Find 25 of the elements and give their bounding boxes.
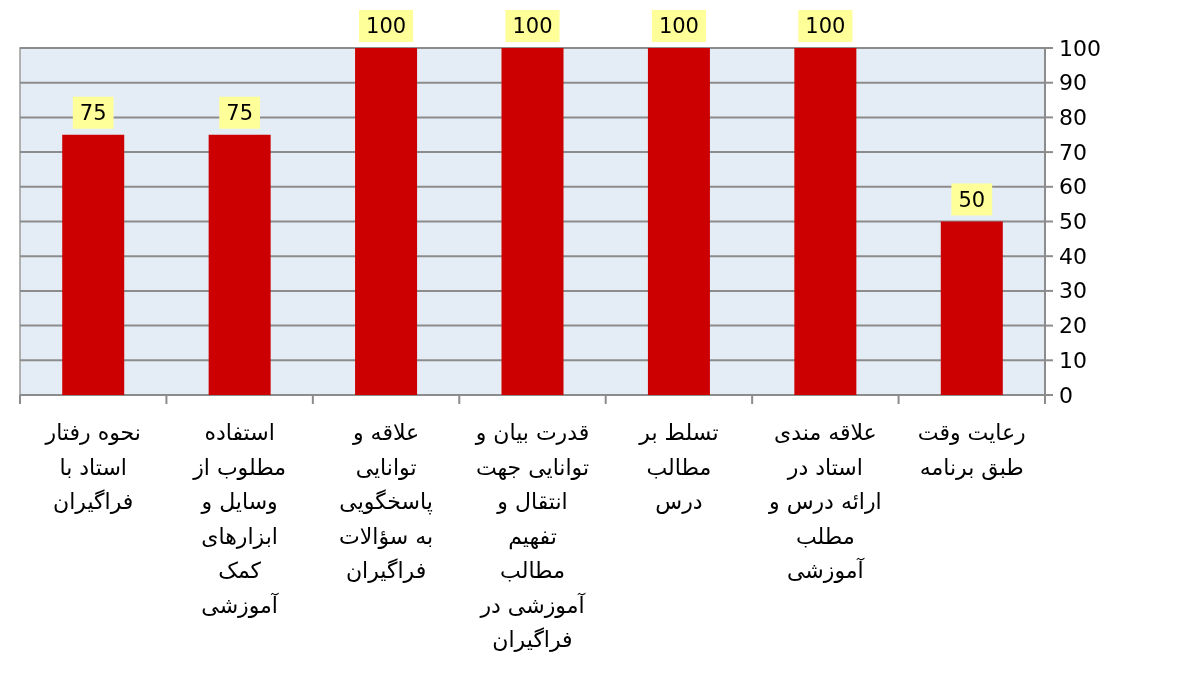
- data-label: 100: [805, 14, 846, 38]
- y-tick-label: 10: [1059, 347, 1087, 373]
- x-tick-label: نحوه رفتار استاد با فراگیران: [44, 420, 141, 514]
- y-tick-label: 90: [1059, 70, 1087, 96]
- y-tick-label: 30: [1059, 278, 1087, 304]
- data-label: 75: [79, 100, 107, 125]
- x-tick-label: علاقه و توانایی پاسخگویی به سؤالات فراگیران: [339, 420, 434, 583]
- y-tick-label: 80: [1059, 104, 1087, 130]
- y-tick-label: 100: [1059, 35, 1101, 61]
- x-tick-label: قدرت بیان و توانایی جهت انتقال و تفهیم مطالب آموزشی در فراگیران: [474, 420, 590, 652]
- y-tick-label: 20: [1059, 313, 1087, 339]
- data-label: 100: [366, 14, 407, 38]
- data-label: 50: [958, 187, 986, 212]
- y-tick-label: 70: [1059, 139, 1087, 165]
- x-tick-label: تسلط بر مطالب درس: [638, 420, 719, 515]
- x-tick-label: استفاده مطلوب از وسایل و ابزارهای کمک آموزشی: [192, 420, 287, 618]
- data-label: 75: [226, 100, 254, 125]
- y-tick-label: 0: [1059, 382, 1073, 408]
- data-label: 100: [512, 14, 553, 38]
- y-tick-label: 50: [1059, 209, 1087, 234]
- data-label: 100: [658, 14, 699, 38]
- y-tick-label: 60: [1059, 174, 1087, 200]
- y-tick-label: 40: [1059, 243, 1087, 269]
- x-tick-label: علاقه مندی استاد در ارائه درس و مطلب آموزشی: [768, 420, 882, 583]
- x-tick-label: رعایت وقت طبق برنامه: [917, 420, 1026, 481]
